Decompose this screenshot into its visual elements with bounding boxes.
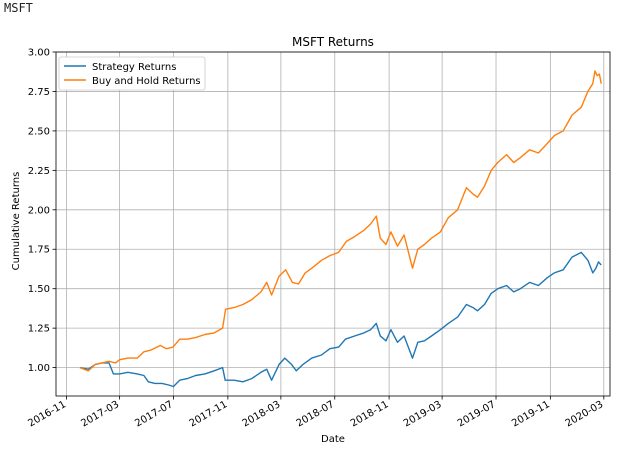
y-tick-label: 2.50 — [28, 126, 50, 137]
series-line-strategy — [79, 251, 602, 388]
x-tick-label: 2017-03 — [79, 399, 121, 429]
series-layer — [79, 70, 602, 388]
x-tick-label: 2018-11 — [349, 399, 391, 429]
y-tick-label: 1.75 — [28, 245, 50, 256]
x-tick-label: 2019-07 — [456, 399, 498, 429]
y-axis: 1.00 1.25 1.50 1.75 2.00 2.25 2.50 2.75 3.00 — [28, 48, 56, 374]
x-tick-label: 2018-03 — [241, 399, 283, 429]
y-axis-label: Cumulative Returns — [11, 172, 22, 271]
x-tick-label: 2017-07 — [133, 399, 175, 429]
legend: Strategy Returns Buy and Hold Returns — [58, 56, 206, 91]
y-tick-label: 1.50 — [28, 284, 50, 295]
legend-label-strategy: Strategy Returns — [92, 62, 176, 73]
x-tick-label: 2019-03 — [402, 399, 444, 429]
legend-label-buy-hold: Buy and Hold Returns — [92, 76, 201, 87]
x-tick-label: 2017-11 — [188, 399, 230, 429]
x-tick-label: 2019-11 — [510, 399, 552, 429]
x-tick-label: 2016-11 — [26, 399, 68, 429]
chart-title: MSFT Returns — [292, 35, 374, 49]
plot-frame — [55, 51, 611, 397]
x-tick-label: 2020-03 — [564, 399, 606, 429]
grid — [56, 51, 610, 396]
x-axis: 2016-11 2017-03 2017-07 2017-11 2018-03 2018-… — [26, 396, 605, 429]
x-tick-label: 2018-07 — [295, 399, 337, 429]
y-tick-label: 1.25 — [28, 324, 50, 335]
x-axis-label: Date — [321, 434, 345, 445]
y-tick-label: 2.25 — [28, 166, 50, 177]
y-tick-label: 3.00 — [28, 48, 50, 59]
y-tick-label: 2.00 — [28, 205, 50, 216]
series-line-buy-hold — [79, 70, 602, 372]
legend-box — [58, 56, 206, 91]
output-text: MSFT — [4, 1, 33, 15]
y-tick-label: 2.75 — [28, 87, 50, 98]
y-tick-label: 1.00 — [28, 363, 50, 374]
